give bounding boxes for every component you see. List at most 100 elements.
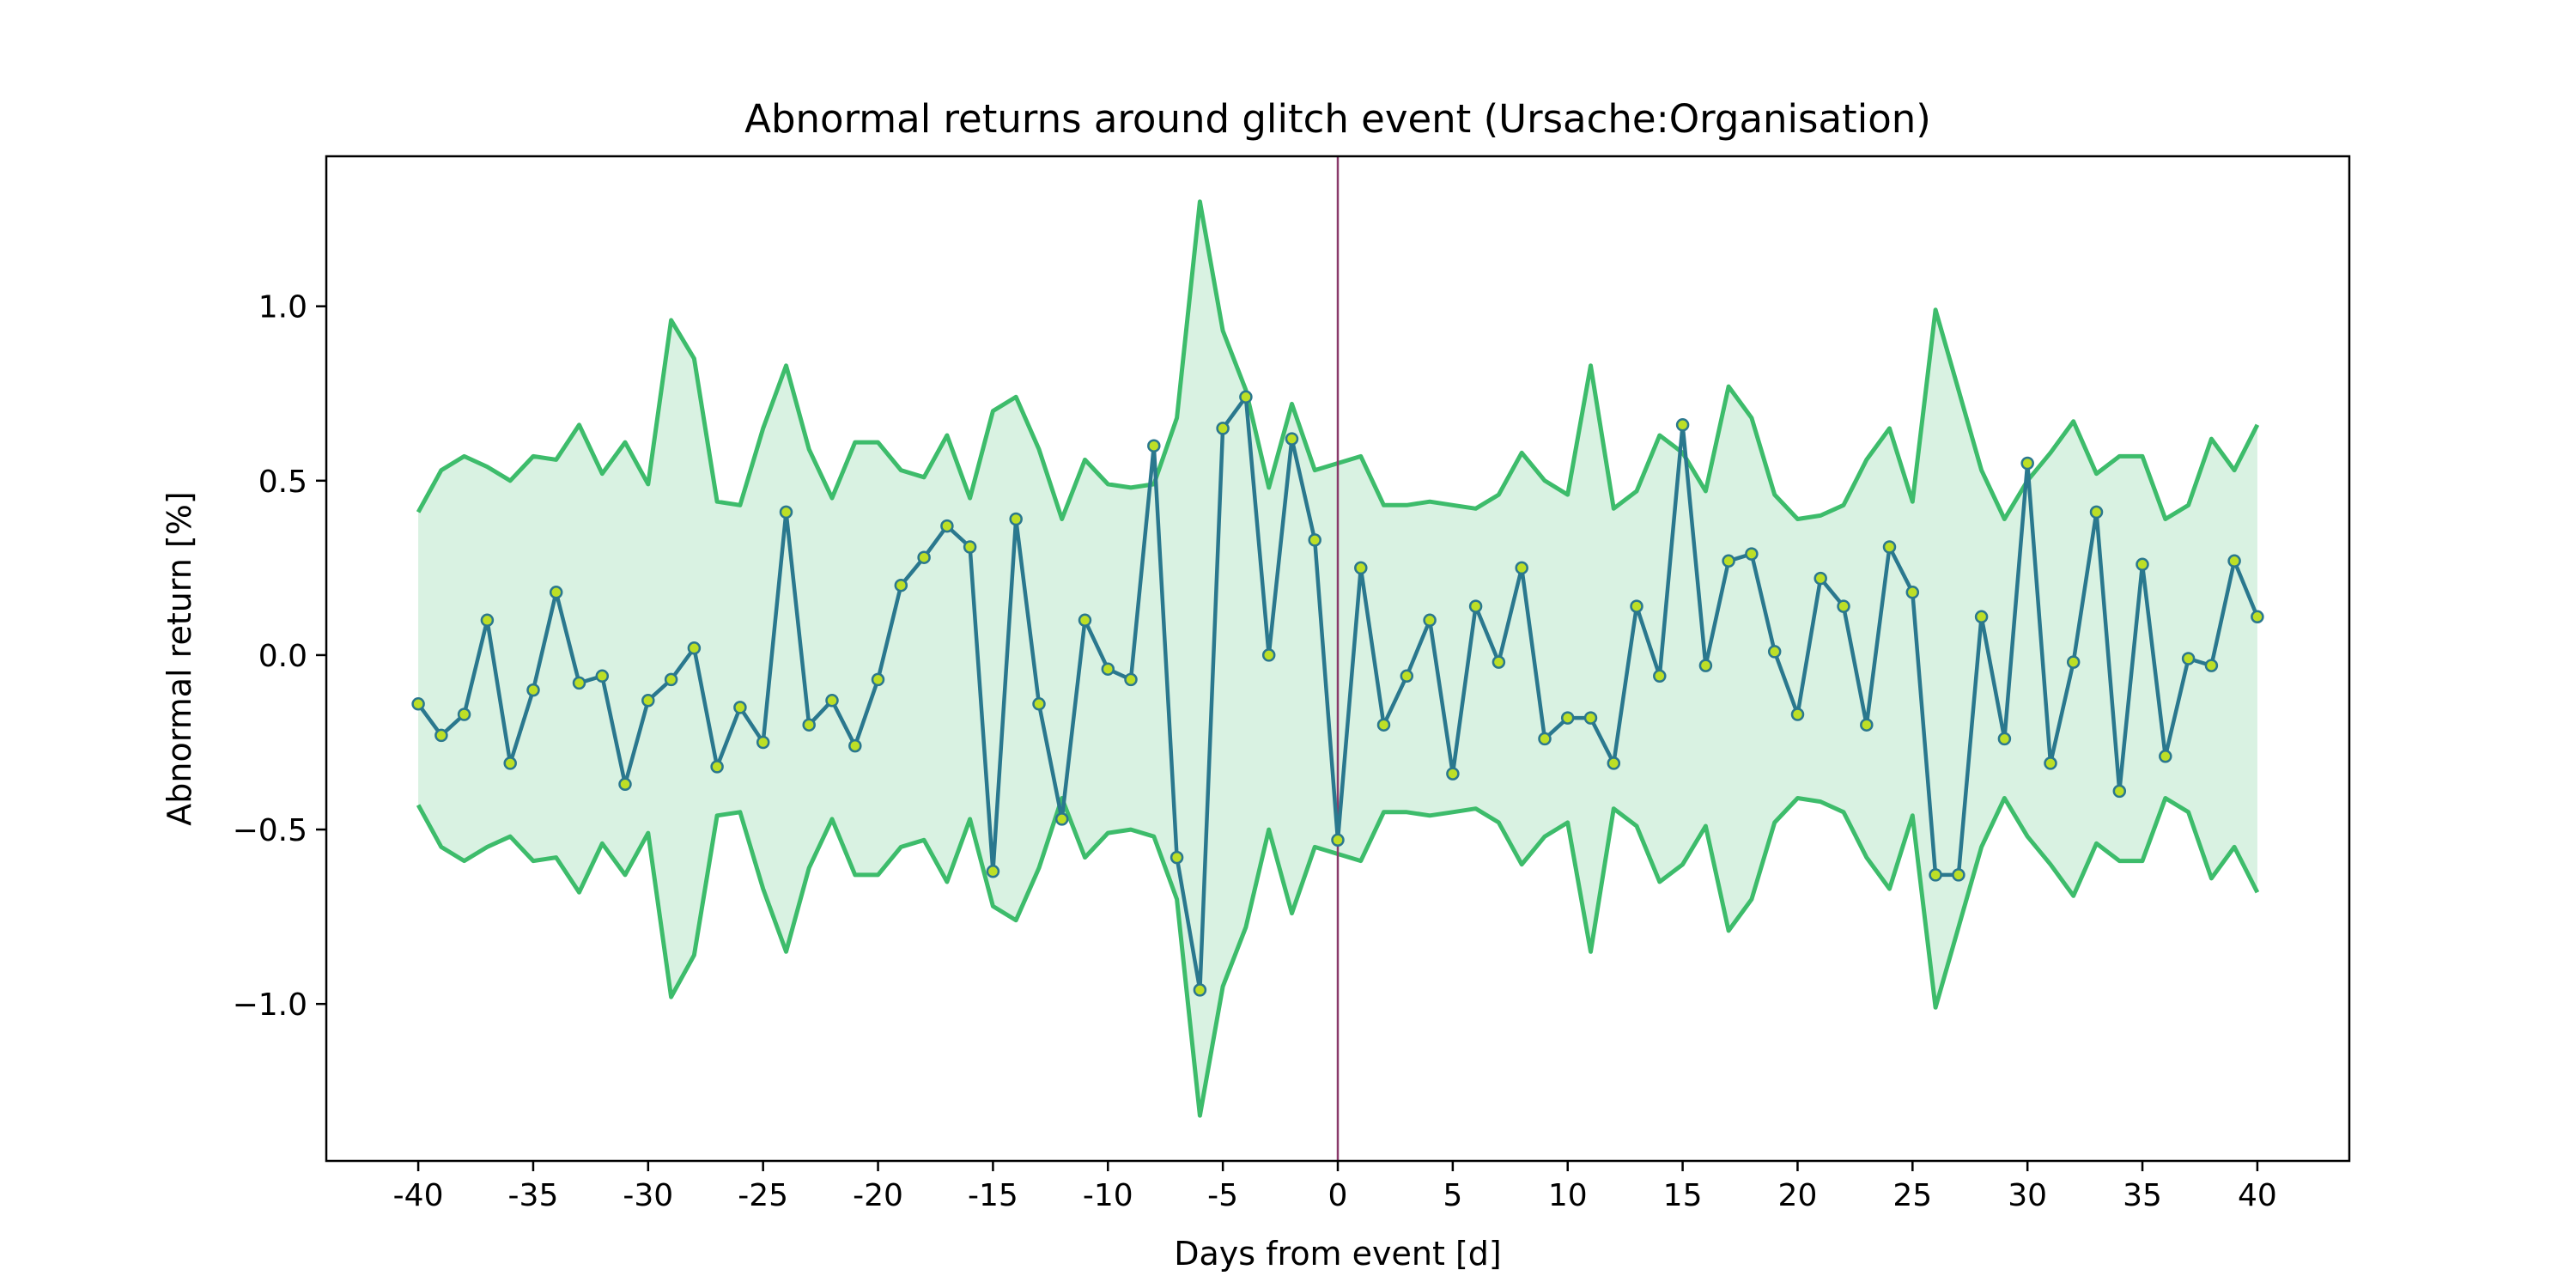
- data-point: [802, 718, 816, 732]
- data-point: [549, 586, 563, 599]
- data-point: [1952, 868, 1965, 882]
- data-point: [1607, 756, 1621, 770]
- data-point: [1147, 439, 1161, 453]
- data-point: [894, 578, 908, 592]
- x-tick-label: 15: [1663, 1178, 1703, 1213]
- x-tick-label: -40: [393, 1178, 444, 1213]
- y-tick-label: −0.5: [233, 813, 307, 848]
- data-point: [1054, 812, 1069, 826]
- data-point: [572, 676, 586, 690]
- data-point: [756, 735, 770, 750]
- data-point: [2251, 610, 2264, 624]
- data-point: [1239, 390, 1253, 404]
- data-point: [1101, 662, 1115, 676]
- data-point: [1630, 599, 1643, 613]
- data-point: [2181, 652, 2196, 665]
- data-point: [779, 505, 793, 519]
- x-tick-label: -20: [853, 1178, 903, 1213]
- data-point: [1285, 432, 1299, 446]
- data-point: [480, 613, 495, 628]
- data-point: [595, 669, 610, 683]
- data-point: [1997, 732, 2012, 746]
- data-point: [825, 694, 839, 708]
- data-point: [526, 683, 540, 697]
- data-point: [2112, 784, 2127, 799]
- y-axis-ticks: −1.0 −0.5 0.0 0.5 1.0: [233, 290, 326, 1023]
- x-axis-ticks: -40 -35 -30 -25 -20 -15 -10 -5 0 5 10 15 20 25 30 35 40: [393, 1161, 2277, 1213]
- data-point: [434, 728, 448, 743]
- data-point: [1790, 708, 1805, 721]
- data-point: [1675, 418, 1690, 432]
- data-point: [1009, 512, 1023, 526]
- x-tick-label: -30: [623, 1178, 673, 1213]
- data-point: [1078, 613, 1092, 628]
- data-point: [940, 519, 954, 533]
- data-point: [1261, 648, 1276, 662]
- data-point: [986, 865, 1000, 878]
- data-point: [1929, 868, 1942, 882]
- x-tick-label: -25: [738, 1178, 788, 1213]
- data-point: [1767, 645, 1782, 659]
- data-point: [2204, 659, 2219, 672]
- x-tick-label: -5: [1207, 1178, 1238, 1213]
- data-point: [1193, 983, 1207, 997]
- x-tick-label: 0: [1328, 1178, 1348, 1213]
- x-tick-label: 30: [2008, 1178, 2047, 1213]
- data-point: [1538, 732, 1552, 746]
- data-point: [1492, 655, 1506, 669]
- data-point: [2089, 505, 2104, 519]
- data-point: [641, 694, 655, 708]
- x-tick-label: 5: [1443, 1178, 1462, 1213]
- data-point: [1354, 561, 1368, 575]
- data-point: [618, 777, 632, 792]
- data-point: [1814, 571, 1827, 586]
- data-point: [871, 672, 885, 687]
- data-point: [503, 756, 517, 770]
- data-point: [917, 550, 931, 564]
- data-point: [1423, 613, 1437, 628]
- data-point: [848, 738, 862, 753]
- data-point: [1722, 554, 1735, 568]
- data-point: [1837, 599, 1850, 613]
- x-tick-label: 20: [1778, 1178, 1818, 1213]
- data-point: [1515, 561, 1528, 575]
- y-tick-label: 0.0: [258, 639, 307, 674]
- chart-title: Abnormal returns around glitch event (Ur…: [744, 96, 1931, 142]
- data-point: [1400, 669, 1414, 683]
- data-point: [2136, 557, 2149, 572]
- data-point: [1331, 833, 1345, 848]
- data-point: [710, 760, 724, 774]
- data-point: [1653, 669, 1667, 683]
- data-point: [1974, 610, 1989, 624]
- data-point: [1882, 540, 1897, 554]
- x-tick-label: -10: [1083, 1178, 1133, 1213]
- data-point: [1308, 533, 1321, 547]
- data-point: [411, 697, 425, 711]
- data-point: [1905, 586, 1920, 599]
- data-point: [1698, 659, 1713, 672]
- data-point: [1468, 599, 1483, 613]
- data-point: [1376, 718, 1391, 732]
- x-tick-label: -35: [508, 1178, 559, 1213]
- data-point: [1032, 697, 1046, 711]
- y-tick-label: −1.0: [233, 987, 307, 1023]
- data-point: [664, 672, 678, 687]
- data-point: [1216, 422, 1230, 435]
- data-point: [2159, 750, 2172, 763]
- x-tick-label: 35: [2123, 1178, 2162, 1213]
- data-point: [733, 701, 747, 714]
- x-axis-label: Days from event [d]: [1174, 1235, 1502, 1273]
- data-point: [1583, 711, 1598, 725]
- data-point: [1745, 547, 1759, 561]
- x-tick-label: -15: [968, 1178, 1018, 1213]
- x-tick-label: 25: [1893, 1178, 1932, 1213]
- data-point: [1446, 767, 1460, 781]
- data-point: [457, 708, 471, 721]
- data-point: [2020, 456, 2034, 471]
- data-point: [1124, 672, 1138, 687]
- data-point: [963, 540, 977, 554]
- data-point: [1860, 718, 1874, 732]
- data-point: [2066, 655, 2081, 669]
- x-tick-label: 40: [2238, 1178, 2277, 1213]
